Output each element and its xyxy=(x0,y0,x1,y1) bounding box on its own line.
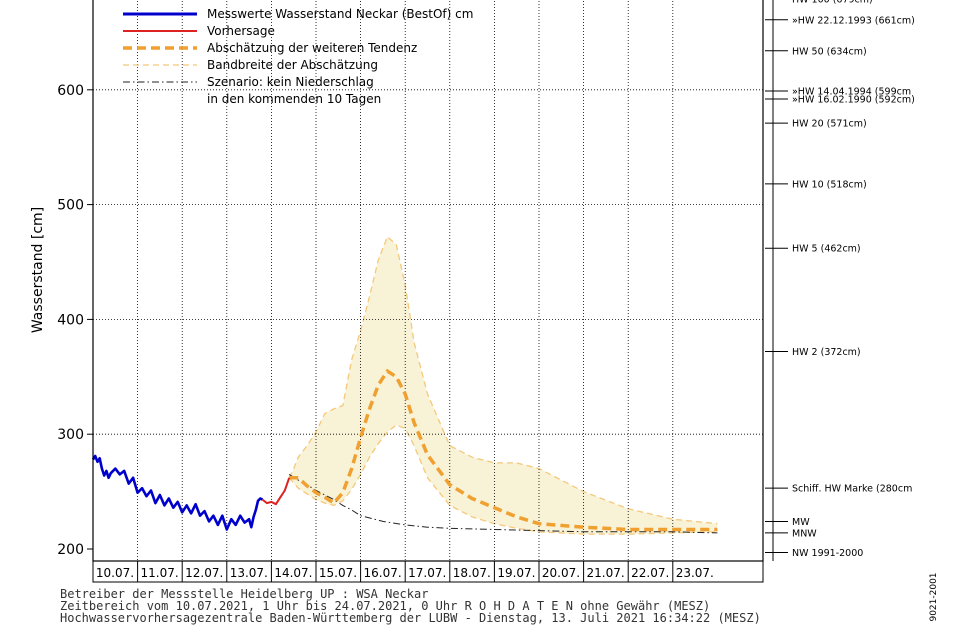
x-tick-label: 20.07. xyxy=(542,566,580,580)
x-tick-label: 14.07. xyxy=(274,566,312,580)
y-tick-label: 300 xyxy=(57,427,84,443)
y-tick-label: 500 xyxy=(57,198,84,214)
threshold-label: HW 20 (571cm) xyxy=(792,119,867,130)
y-axis-label: Wasserstand [cm] xyxy=(30,207,46,333)
band-area xyxy=(289,236,718,535)
x-tick-label: 18.07. xyxy=(453,566,491,580)
x-tick-label: 12.07. xyxy=(185,566,223,580)
legend: Messwerte Wasserstand Neckar (BestOf) cm… xyxy=(123,7,473,106)
legend-label: Szenario: kein Niederschlag xyxy=(207,75,374,89)
tendency-line xyxy=(289,368,718,532)
x-tick-label: 22.07. xyxy=(631,566,669,580)
x-tick-strip xyxy=(92,560,764,583)
x-tick-label: 23.07. xyxy=(676,566,714,580)
threshold-label: »HW 16.02.1990 (592cm) xyxy=(792,94,915,105)
threshold-label: HW 10 (518cm) xyxy=(792,179,867,190)
x-tick-label: 15.07. xyxy=(319,566,357,580)
legend-label: Vorhersage xyxy=(207,24,275,38)
threshold-scale: HW 100 (679cm) »HW 22.12.1993 (661cm) HW 5… xyxy=(765,0,915,561)
threshold-label: HW 5 (462cm) xyxy=(792,244,861,255)
y-tick-label: 600 xyxy=(57,83,84,99)
threshold-label: HW 100 (679cm) xyxy=(792,0,873,6)
x-tick-label: 19.07. xyxy=(497,566,535,580)
x-tick-label: 16.07. xyxy=(364,566,402,580)
x-tick-label: 21.07. xyxy=(587,566,625,580)
threshold-label: NW 1991-2000 xyxy=(792,548,863,559)
footer-line-3: Hochwasservorhersagezentrale Baden-Württ… xyxy=(60,611,761,625)
legend-label: Abschätzung der weiteren Tendenz xyxy=(207,41,417,55)
threshold-label: HW 50 (634cm) xyxy=(792,46,867,57)
threshold-label: »HW 22.12.1993 (661cm) xyxy=(792,15,915,26)
x-tick-label: 17.07. xyxy=(408,566,446,580)
x-tick-label: 10.07. xyxy=(96,566,134,580)
x-ticks: 10.07. 11.07. 12.07. 13.07. 14.07. 15.07. 16.0… xyxy=(96,561,714,582)
band-upper-line xyxy=(288,235,718,525)
footer-line-1: Betreiber der Messstelle Heidelberg UP :… xyxy=(60,587,428,601)
band-layer xyxy=(288,235,718,535)
threshold-label: Schiff. HW Marke (280cm xyxy=(792,484,912,495)
legend-label: in den kommenden 10 Tagen xyxy=(207,92,381,106)
footer-line-2: Zeitbereich vom 10.07.2021, 1 Uhr bis 24… xyxy=(60,599,710,613)
grid-layer xyxy=(93,0,763,561)
threshold-label: MNW xyxy=(792,528,817,539)
y-tick-label: 200 xyxy=(57,542,84,558)
forecast-line xyxy=(261,477,291,506)
y-ticks: 200 300 400 500 600 xyxy=(57,83,93,558)
x-tick-label: 13.07. xyxy=(230,566,268,580)
threshold-label: MW xyxy=(792,517,810,528)
threshold-label: »HW 14.04.1994 (599cm xyxy=(792,86,911,97)
legend-label: Bandbreite der Abschätzung xyxy=(207,58,378,72)
band-lower-line xyxy=(288,424,718,535)
legend-label: Messwerte Wasserstand Neckar (BestOf) cm xyxy=(207,7,473,21)
series-layer xyxy=(91,368,718,534)
y-tick-label: 400 xyxy=(57,312,84,328)
threshold-label: HW 2 (372cm) xyxy=(792,347,861,358)
x-tick-label: 11.07. xyxy=(141,566,179,580)
measured-line xyxy=(91,454,264,531)
station-code: 9021-2001 xyxy=(929,572,939,621)
